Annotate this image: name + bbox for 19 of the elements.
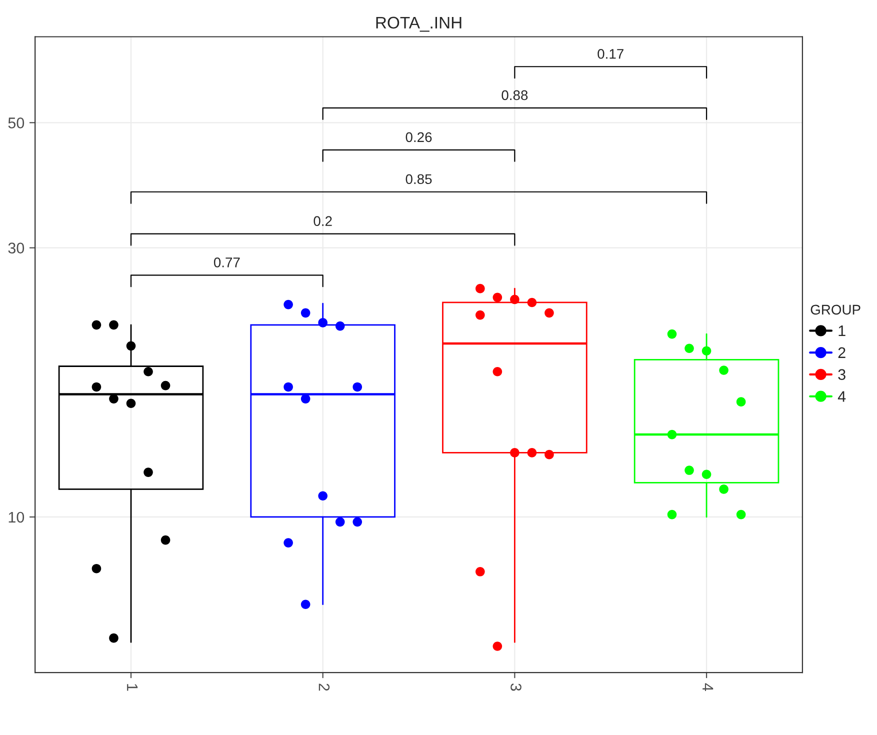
annotation: 0.17 xyxy=(598,48,624,59)
legend-label: 3 xyxy=(838,369,846,380)
legend-label: 4 xyxy=(838,391,846,402)
x-tick-label: 3 xyxy=(510,684,522,691)
y-tick-label: 10 xyxy=(8,512,24,523)
chart-title: ROTA_.INH xyxy=(376,16,462,32)
annotation: 0.26 xyxy=(406,132,432,142)
y-tick-label: 50 xyxy=(8,118,24,128)
x-tick-label: 4 xyxy=(702,683,714,691)
legend-label: 2 xyxy=(838,347,846,358)
annotation: 0.77 xyxy=(214,258,240,268)
annotation: 0.2 xyxy=(314,216,332,226)
legend-title: GROUP xyxy=(810,304,860,315)
legend-label: 1 xyxy=(838,326,846,336)
x-tick-label: 1 xyxy=(127,684,138,691)
y-tick-label: 30 xyxy=(8,242,24,254)
annotation: 0.85 xyxy=(406,174,432,184)
annotation: 0.88 xyxy=(502,90,528,100)
x-tick-label: 2 xyxy=(318,684,330,691)
